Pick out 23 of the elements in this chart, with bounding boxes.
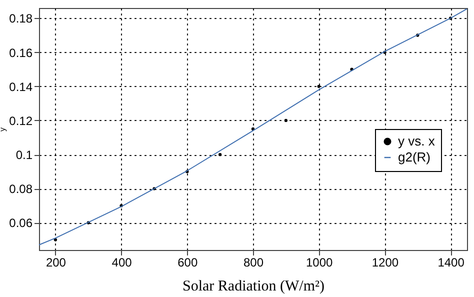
y-tick-label: 0.16: [9, 46, 33, 60]
line-series: [38, 8, 468, 246]
y-tick-label: 0.18: [9, 12, 33, 26]
point: [284, 118, 288, 122]
x-tick-label: 600: [178, 256, 198, 270]
x-tick-label: 1000: [306, 256, 334, 270]
x-axis-title: Solar Radiation (W/m²): [182, 278, 324, 294]
legend-label: g2(R): [398, 150, 431, 164]
point: [251, 127, 255, 131]
y-tick-label: 0.12: [9, 114, 33, 128]
y-tick-label: 0.1: [16, 148, 33, 162]
y-axis-title: y: [0, 128, 8, 132]
x-tick-label: 400: [112, 256, 132, 270]
point: [218, 152, 222, 156]
x-tick-label: 1400: [438, 256, 465, 270]
x-tick-label: 200: [46, 256, 66, 270]
y-tick-label: 0.06: [9, 216, 33, 230]
point: [317, 84, 320, 88]
y-tick-label: 0.14: [9, 80, 33, 94]
x-tick-label: 800: [243, 256, 264, 270]
y-tick-label: 0.08: [9, 182, 33, 196]
x-tick-label: 1200: [372, 256, 399, 270]
legend-label: y vs. x: [398, 134, 436, 148]
